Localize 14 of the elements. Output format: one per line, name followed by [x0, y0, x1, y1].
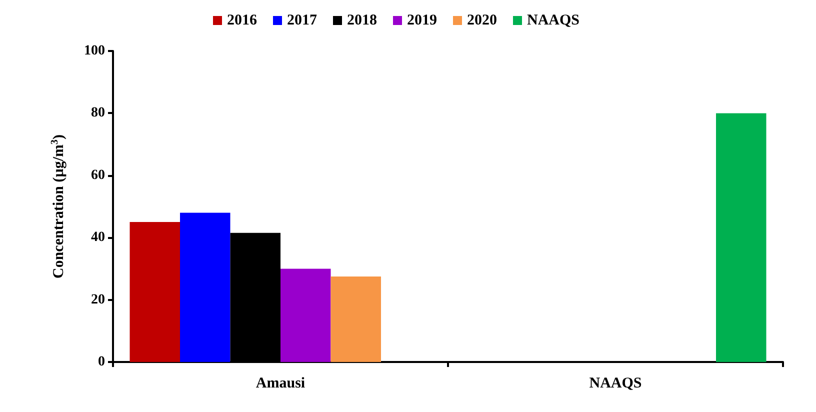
y-tick-label: 60 — [91, 168, 105, 183]
x-tick-label: Amausi — [256, 376, 306, 392]
legend-label: 2018 — [347, 12, 377, 28]
y-tick-label: 20 — [91, 292, 105, 308]
legend-label: 2016 — [227, 12, 258, 28]
legend-label: 2019 — [407, 12, 437, 28]
legend-label: 2020 — [467, 12, 497, 28]
y-tick-label: 100 — [84, 44, 105, 58]
y-axis-title: Concentration (µg/m3) — [50, 134, 67, 279]
y-tick-label: 0 — [98, 354, 105, 370]
legend-label: 2017 — [287, 12, 318, 28]
y-tick-label: 80 — [91, 106, 105, 121]
legend-label: NAAQS — [527, 12, 580, 28]
y-tick-label: 40 — [91, 230, 105, 246]
